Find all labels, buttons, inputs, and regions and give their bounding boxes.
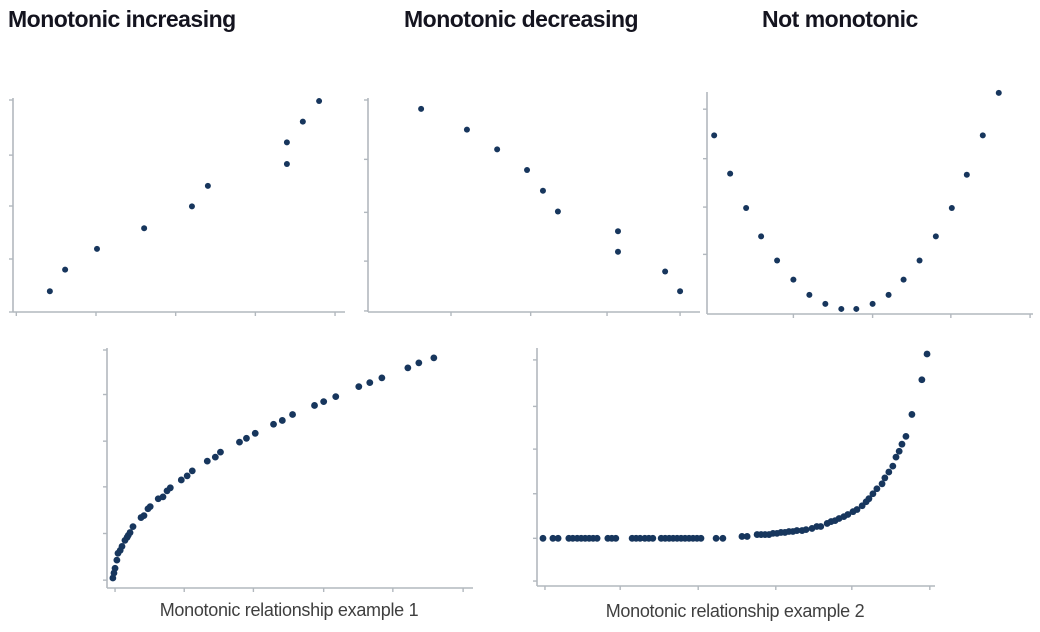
scatter-plot-monotonic-example-2	[532, 344, 938, 594]
plot-title-monotonic-decreasing: Monotonic decreasing	[404, 6, 639, 32]
scatter-plot-monotonic-decreasing	[363, 94, 703, 320]
scatter-plot-not-monotonic	[702, 88, 1036, 322]
scatter-plot-monotonic-increasing	[8, 94, 348, 320]
scatter-plot-monotonic-example-1	[102, 344, 476, 596]
plot-caption-example-1: Monotonic relationship example 1	[159, 600, 419, 620]
plot-title-not-monotonic: Not monotonic	[762, 6, 918, 32]
plot-caption-example-2: Monotonic relationship example 2	[605, 601, 865, 621]
plot-title-monotonic-increasing: Monotonic increasing	[8, 6, 236, 32]
